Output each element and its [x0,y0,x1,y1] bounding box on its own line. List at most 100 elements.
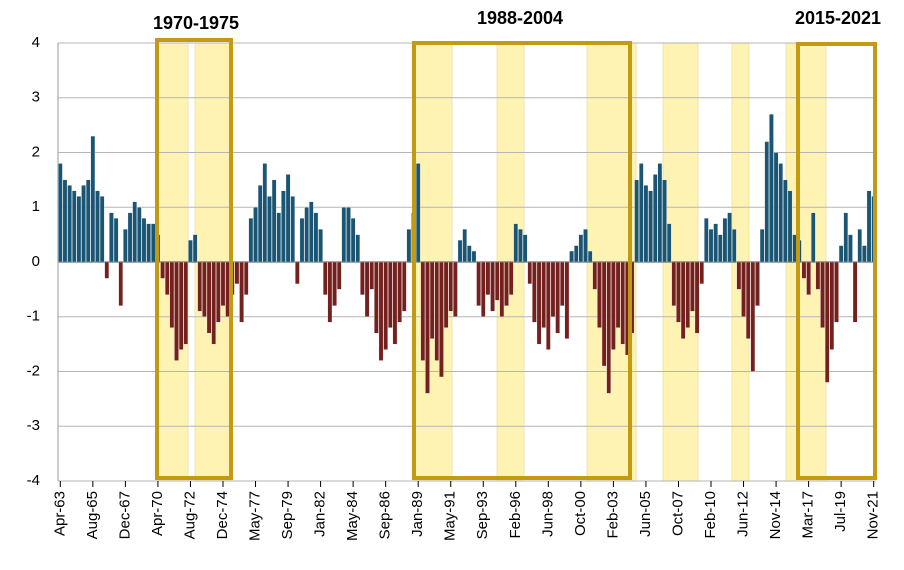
bar [787,190,793,263]
bar [838,245,844,263]
bar [323,261,328,295]
bar [146,223,151,263]
bar [262,163,268,263]
bar [118,261,123,306]
x-tick-label: May-77 [246,491,263,541]
bar [188,239,193,263]
bar [346,207,351,263]
bar [727,212,732,263]
bar [648,190,653,263]
bar [350,218,356,263]
bar [253,207,258,263]
bar [708,228,714,263]
x-tick-label: May-84 [344,491,361,541]
bar [662,179,667,263]
bar [485,261,491,295]
bar [304,207,309,263]
y-tick-label: 1 [32,198,40,215]
annotation: 1988-2004 [477,8,563,28]
bar [704,218,709,263]
bar [104,261,110,279]
highlight-box [155,38,233,480]
bar [388,261,393,328]
bar [597,261,602,328]
bar [518,228,523,263]
bar [713,223,718,263]
bar [573,245,579,263]
bar [666,223,672,263]
bar [620,261,625,345]
bar [862,245,867,263]
bar [508,261,514,295]
bar [732,228,737,263]
bar [592,261,598,290]
bar [806,261,811,295]
bar [657,163,663,263]
bar [439,261,444,378]
bar [601,261,607,367]
bar [95,190,100,263]
y-tick-label: -4 [27,472,40,489]
bar [769,114,774,263]
bar [341,207,347,263]
bar [62,179,68,263]
bar [327,261,333,323]
x-tick-label: Apr-70 [149,491,166,536]
y-tick-label: 2 [32,143,40,160]
bar [773,152,779,263]
bar [183,261,189,345]
bar [611,261,616,350]
bar [402,261,407,312]
bar [285,174,291,263]
bar [248,218,254,263]
bar [639,163,644,263]
bar [866,190,872,263]
x-tick-label: Feb-03 [604,491,621,539]
bar [383,261,388,350]
bar [378,261,384,361]
bar [736,261,742,290]
bar [132,201,137,263]
x-tick-label: Jun-12 [735,491,752,537]
bar [443,261,449,328]
bar [471,250,477,263]
bar [178,261,184,350]
bar [192,234,198,263]
bar [58,163,63,263]
bar [680,261,686,339]
bar [848,234,853,263]
bar [778,163,783,263]
bar [85,179,91,263]
bar [420,261,426,361]
bar [694,261,700,334]
bar [583,228,588,263]
bar [197,261,202,312]
bar [434,261,440,361]
annotation: 1970-1975 [153,13,239,33]
bar [318,228,323,263]
x-tick-label: Sep-86 [377,491,394,539]
bar [67,185,72,263]
bar [852,261,858,323]
bar [429,261,435,339]
x-tick-label: May-91 [442,491,459,541]
bar [587,250,593,263]
bar [499,261,505,317]
x-tick-label: Sep-79 [279,491,296,539]
bar [741,261,746,317]
bar [313,212,319,263]
bar [522,234,528,263]
bar [750,261,756,372]
bar [239,261,244,323]
bar [364,261,370,317]
bar [504,261,509,306]
x-tick-label: Jan-82 [312,491,329,537]
bar [406,228,412,263]
bar [425,261,430,394]
bar [615,261,621,328]
x-tick-label: Nov-21 [865,491,882,539]
bar [202,261,207,317]
bar [276,212,282,263]
bar [113,218,119,263]
